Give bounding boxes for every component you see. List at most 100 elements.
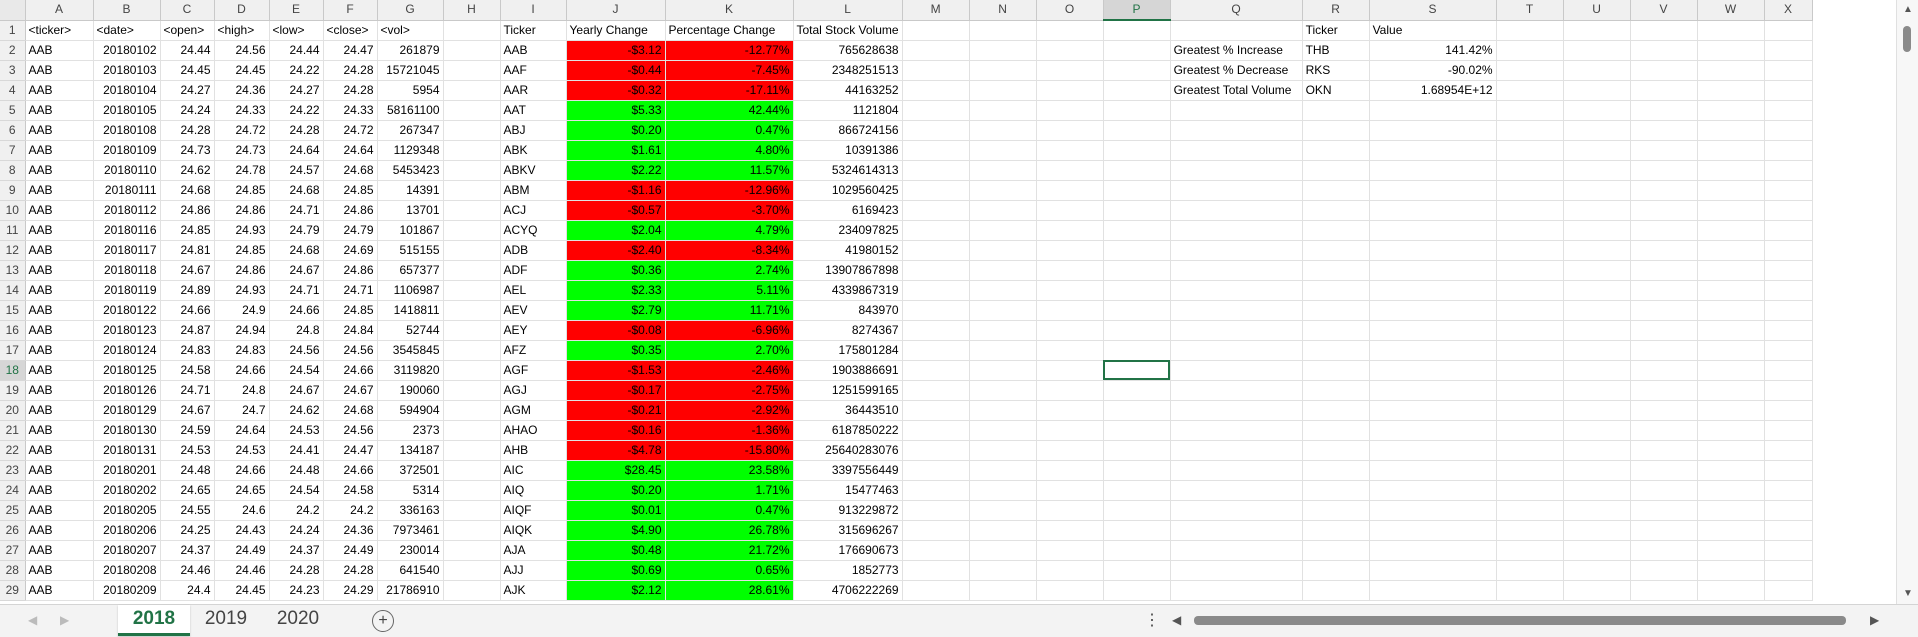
cell-J[interactable]: $1.61: [566, 140, 666, 161]
cell-G[interactable]: 372501: [377, 460, 444, 481]
cell-K[interactable]: 11.57%: [665, 160, 794, 181]
cell-E[interactable]: 24.68: [269, 240, 324, 261]
cell-M[interactable]: [902, 60, 970, 81]
cell-K[interactable]: 0.65%: [665, 560, 794, 581]
cell-C[interactable]: 24.59: [160, 420, 215, 441]
cell-U[interactable]: [1563, 440, 1631, 461]
cell-N[interactable]: [969, 40, 1037, 61]
cell-J[interactable]: $0.01: [566, 500, 666, 521]
cell-F[interactable]: 24.47: [323, 440, 378, 461]
cell-C[interactable]: 24.65: [160, 480, 215, 501]
row-header[interactable]: 3: [0, 60, 26, 81]
cell-I[interactable]: AIQF: [500, 500, 567, 521]
cell-S[interactable]: [1369, 460, 1497, 481]
row-header[interactable]: 22: [0, 440, 26, 461]
column-header-B[interactable]: B: [93, 0, 161, 21]
column-header-O[interactable]: O: [1036, 0, 1104, 21]
cell-J[interactable]: -$3.12: [566, 40, 666, 61]
cell-P[interactable]: [1103, 420, 1171, 441]
cell-S[interactable]: [1369, 160, 1497, 181]
cell-D[interactable]: 24.78: [214, 160, 270, 181]
cell-P[interactable]: [1103, 400, 1171, 421]
cell-I[interactable]: AEV: [500, 300, 567, 321]
cell-U[interactable]: [1563, 380, 1631, 401]
cell-M[interactable]: [902, 560, 970, 581]
cell-X[interactable]: [1764, 40, 1813, 61]
cell-I[interactable]: ACYQ: [500, 220, 567, 241]
cell-S[interactable]: [1369, 260, 1497, 281]
cell-D[interactable]: 24.45: [214, 60, 270, 81]
cell-B[interactable]: 20180202: [93, 480, 161, 501]
cell-D[interactable]: 24.86: [214, 260, 270, 281]
cell-S[interactable]: [1369, 100, 1497, 121]
cell-H[interactable]: [443, 380, 501, 401]
cell-T[interactable]: [1496, 180, 1564, 201]
cell-D[interactable]: 24.33: [214, 100, 270, 121]
cell-A[interactable]: AAB: [25, 580, 94, 601]
cell-L[interactable]: 2348251513: [793, 60, 903, 81]
cell-U[interactable]: [1563, 60, 1631, 81]
cell-C[interactable]: 24.24: [160, 100, 215, 121]
vertical-scroll-thumb[interactable]: [1903, 26, 1911, 52]
cell-A[interactable]: AAB: [25, 40, 94, 61]
cell-X[interactable]: [1764, 280, 1813, 301]
cell-V[interactable]: [1630, 240, 1698, 261]
cell-S[interactable]: [1369, 580, 1497, 601]
cell-N[interactable]: [969, 520, 1037, 541]
cell-M[interactable]: [902, 340, 970, 361]
cell-B[interactable]: 20180205: [93, 500, 161, 521]
cell-N[interactable]: [969, 20, 1037, 41]
cell-A[interactable]: AAB: [25, 540, 94, 561]
cell-M[interactable]: [902, 120, 970, 141]
cell-C[interactable]: 24.58: [160, 360, 215, 381]
cell-T[interactable]: [1496, 160, 1564, 181]
cell-I[interactable]: AJJ: [500, 560, 567, 581]
cell-K[interactable]: -3.70%: [665, 200, 794, 221]
cell-L[interactable]: 765628638: [793, 40, 903, 61]
cell-V[interactable]: [1630, 480, 1698, 501]
cell-A[interactable]: AAB: [25, 400, 94, 421]
cell-K[interactable]: -7.45%: [665, 60, 794, 81]
cell-F[interactable]: 24.33: [323, 100, 378, 121]
cell-T[interactable]: [1496, 520, 1564, 541]
cell-G[interactable]: 336163: [377, 500, 444, 521]
cell-K[interactable]: 28.61%: [665, 580, 794, 601]
cell-R[interactable]: OKN: [1302, 80, 1370, 101]
cell-A[interactable]: <ticker>: [25, 20, 94, 41]
cell-T[interactable]: [1496, 300, 1564, 321]
cell-J[interactable]: -$4.78: [566, 440, 666, 461]
cell-Q[interactable]: [1170, 420, 1303, 441]
cell-W[interactable]: [1697, 500, 1765, 521]
cell-G[interactable]: 21786910: [377, 580, 444, 601]
cell-H[interactable]: [443, 100, 501, 121]
cell-V[interactable]: [1630, 500, 1698, 521]
cell-M[interactable]: [902, 320, 970, 341]
cell-S[interactable]: [1369, 380, 1497, 401]
cell-D[interactable]: 24.46: [214, 560, 270, 581]
cell-U[interactable]: [1563, 340, 1631, 361]
cell-C[interactable]: 24.68: [160, 180, 215, 201]
cell-I[interactable]: AGF: [500, 360, 567, 381]
cell-L[interactable]: 913229872: [793, 500, 903, 521]
cell-R[interactable]: [1302, 520, 1370, 541]
cell-M[interactable]: [902, 260, 970, 281]
cell-A[interactable]: AAB: [25, 300, 94, 321]
cell-P[interactable]: [1103, 360, 1171, 381]
cell-S[interactable]: [1369, 140, 1497, 161]
row-header[interactable]: 5: [0, 100, 26, 121]
cell-B[interactable]: 20180110: [93, 160, 161, 181]
cell-B[interactable]: 20180122: [93, 300, 161, 321]
add-sheet-icon[interactable]: +: [372, 610, 394, 632]
cell-V[interactable]: [1630, 420, 1698, 441]
cell-O[interactable]: [1036, 500, 1104, 521]
cell-E[interactable]: 24.66: [269, 300, 324, 321]
cell-S[interactable]: 141.42%: [1369, 40, 1497, 61]
cell-P[interactable]: [1103, 340, 1171, 361]
cell-U[interactable]: [1563, 400, 1631, 421]
cell-H[interactable]: [443, 240, 501, 261]
cell-J[interactable]: $2.79: [566, 300, 666, 321]
cell-S[interactable]: [1369, 400, 1497, 421]
cell-A[interactable]: AAB: [25, 500, 94, 521]
cell-J[interactable]: $2.33: [566, 280, 666, 301]
cell-C[interactable]: 24.27: [160, 80, 215, 101]
